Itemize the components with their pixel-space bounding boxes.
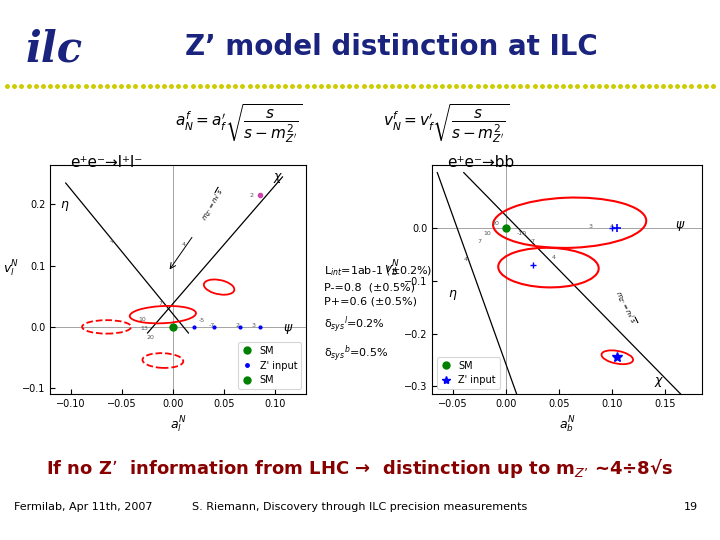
Text: 19: 19 xyxy=(684,502,698,512)
Text: Fermilab, Apr 11th, 2007: Fermilab, Apr 11th, 2007 xyxy=(14,502,153,512)
X-axis label: $a_l^N$: $a_l^N$ xyxy=(170,415,186,435)
Text: 13: 13 xyxy=(140,326,148,330)
Text: If no Z’  information from LHC →  distinction up to m$_{Z’}$ ~4÷8√s: If no Z’ information from LHC → distinct… xyxy=(46,457,674,480)
Text: L$_{int}$=1ab-1 (±0.2%)
P-=0.8  (±0.5%)
P+=0.6 (±0.5%)
δ$_{sys}$$^{l}$=0.2%
δ$_{: L$_{int}$=1ab-1 (±0.2%) P-=0.8 (±0.5%) P… xyxy=(324,264,433,363)
Legend: SM, Z' input: SM, Z' input xyxy=(437,357,500,389)
Text: ψ: ψ xyxy=(675,218,684,231)
Text: e⁺e⁻→l⁺l⁻: e⁺e⁻→l⁺l⁻ xyxy=(70,156,143,170)
Text: -5: -5 xyxy=(199,318,204,323)
Text: $m_{Z^\prime}=n\sqrt{s}$: $m_{Z^\prime}=n\sqrt{s}$ xyxy=(199,185,227,223)
Text: 2: 2 xyxy=(250,193,254,198)
Text: 10: 10 xyxy=(483,231,491,236)
Text: Z’ model distinction at ILC: Z’ model distinction at ILC xyxy=(185,33,598,62)
Text: ilc: ilc xyxy=(25,29,83,71)
Text: $m_{Z^\prime}=n\sqrt{s}$: $m_{Z^\prime}=n\sqrt{s}$ xyxy=(612,288,639,326)
Text: $a_N^f = a_f^\prime \sqrt{\dfrac{s}{s - m_{Z^\prime}^2}}$: $a_N^f = a_f^\prime \sqrt{\dfrac{s}{s - … xyxy=(176,103,302,145)
Text: $v_N^f = v_f^\prime \sqrt{\dfrac{s}{s - m_{Z^\prime}^2}}$: $v_N^f = v_f^\prime \sqrt{\dfrac{s}{s - … xyxy=(383,103,510,145)
Text: 7: 7 xyxy=(531,239,534,244)
Text: 20: 20 xyxy=(492,221,500,226)
Text: η: η xyxy=(60,198,68,211)
Text: ψ: ψ xyxy=(284,321,292,334)
Text: 10: 10 xyxy=(138,317,146,322)
Text: -7: -7 xyxy=(209,322,215,328)
Y-axis label: $v_b^N$: $v_b^N$ xyxy=(384,259,400,280)
X-axis label: $a_b^N$: $a_b^N$ xyxy=(559,415,575,435)
Text: η: η xyxy=(448,287,456,300)
Text: -10: -10 xyxy=(517,231,527,236)
Legend: SM, Z' input, SM: SM, Z' input, SM xyxy=(238,342,301,389)
Text: 3: 3 xyxy=(589,224,593,229)
Text: 4: 4 xyxy=(610,224,614,229)
Text: χ: χ xyxy=(274,170,281,183)
Text: 2: 2 xyxy=(235,322,240,328)
Text: 7: 7 xyxy=(159,301,163,306)
Text: 4: 4 xyxy=(464,257,468,262)
Text: 7: 7 xyxy=(477,239,482,244)
Text: S. Riemann, Discovery through ILC precision measurements: S. Riemann, Discovery through ILC precis… xyxy=(192,502,528,512)
Y-axis label: $v_l^N$: $v_l^N$ xyxy=(3,259,19,280)
Text: e⁺e⁻→bb: e⁺e⁻→bb xyxy=(447,156,514,170)
Text: 3: 3 xyxy=(252,323,256,328)
Text: χ: χ xyxy=(654,374,662,387)
Text: 2: 2 xyxy=(613,355,617,360)
Text: 4: 4 xyxy=(552,254,556,260)
Text: 20: 20 xyxy=(147,335,155,340)
Text: 4: 4 xyxy=(109,239,114,244)
Text: 4: 4 xyxy=(181,242,185,247)
